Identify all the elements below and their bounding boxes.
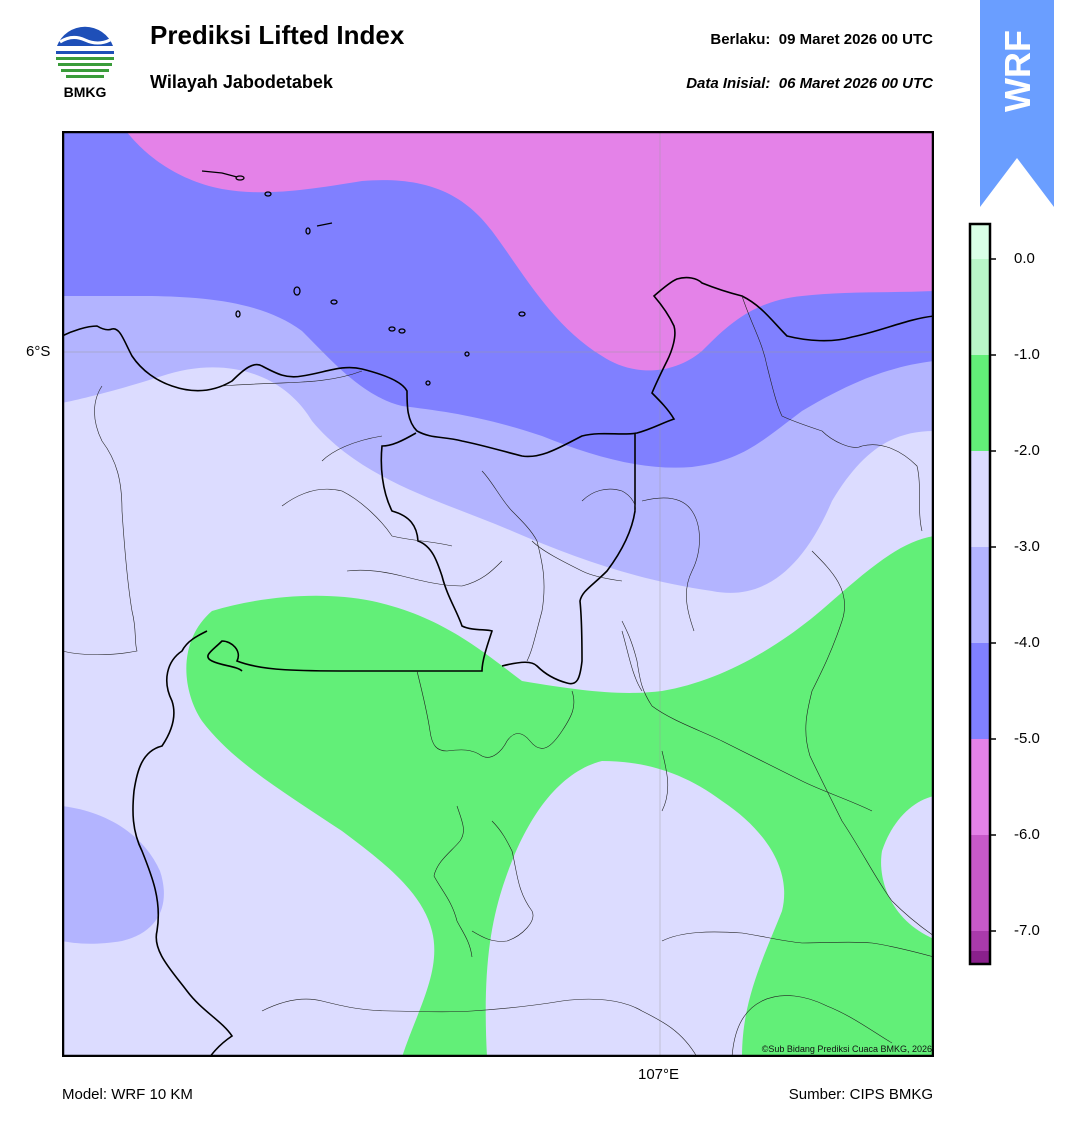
- colorbar-swatch: [970, 355, 990, 451]
- colorbar-tick-label: -4.0: [1014, 634, 1040, 651]
- coastline: [62, 276, 934, 458]
- colorbar-swatch: [970, 835, 990, 931]
- lifted-index-map: [62, 131, 934, 1057]
- latitude-label: 6°S: [26, 343, 51, 360]
- islands: [201, 170, 526, 386]
- colorbar-swatch: [970, 643, 990, 739]
- bmkg-logo-icon: [55, 24, 115, 84]
- zone-minus1-to-minus2: [186, 536, 934, 1057]
- colorbar-swatch: [970, 259, 990, 355]
- initial-value: 06 Maret 2026 00 UTC: [778, 75, 933, 92]
- page-subtitle: Wilayah Jabodetabek: [150, 72, 333, 92]
- colorbar-tick-label: -7.0: [1014, 922, 1040, 939]
- valid-label: Berlaku:: [710, 31, 771, 48]
- longitude-label: 107°E: [638, 1066, 680, 1083]
- colorbar-swatch: [970, 951, 990, 964]
- colorbar-swatch: [970, 451, 990, 547]
- colorbar-tick-label: -6.0: [1014, 826, 1040, 843]
- source-info: Sumber: CIPS BMKG: [788, 1086, 933, 1103]
- colorbar-tick-label: -1.0: [1014, 346, 1040, 363]
- colorbar: [968, 222, 996, 966]
- valid-time: Berlaku: 09 Maret 2026 00 UTC: [710, 31, 933, 48]
- model-info: Model: WRF 10 KM: [62, 1086, 193, 1103]
- map-frame: [62, 131, 934, 1057]
- colorbar-tick-label: -2.0: [1014, 442, 1040, 459]
- initial-time: Data Inisial: 06 Maret 2026 00 UTC: [686, 75, 933, 92]
- province-border-jakarta: [501, 433, 636, 685]
- copyright-notice: ©Sub Bidang Prediksi Cuaca BMKG, 2026: [761, 1044, 932, 1054]
- zone-minus5-to-minus6: [126, 131, 934, 371]
- colorbar-frame: [968, 222, 992, 966]
- colorbar-swatch: [970, 224, 990, 259]
- valid-value: 09 Maret 2026 00 UTC: [778, 31, 933, 48]
- colorbar-swatch: [970, 931, 990, 951]
- colorbar-swatches: [970, 224, 996, 964]
- logo-text: BMKG: [63, 84, 107, 100]
- colorbar-swatch: [970, 547, 990, 643]
- province-border-banten: [132, 432, 493, 1057]
- wrf-badge: WRF: [980, 0, 1054, 207]
- colorbar-swatch: [970, 739, 990, 835]
- colorbar-tick-label: -3.0: [1014, 538, 1040, 555]
- colorbar-tick-label: 0.0: [1014, 250, 1035, 267]
- colorbar-tick-label: -5.0: [1014, 730, 1040, 747]
- regency-borders: [62, 295, 934, 1057]
- initial-label: Data Inisial:: [686, 75, 771, 92]
- wrf-badge-text: WRF: [997, 30, 1038, 112]
- page-title: Prediksi Lifted Index: [150, 20, 405, 50]
